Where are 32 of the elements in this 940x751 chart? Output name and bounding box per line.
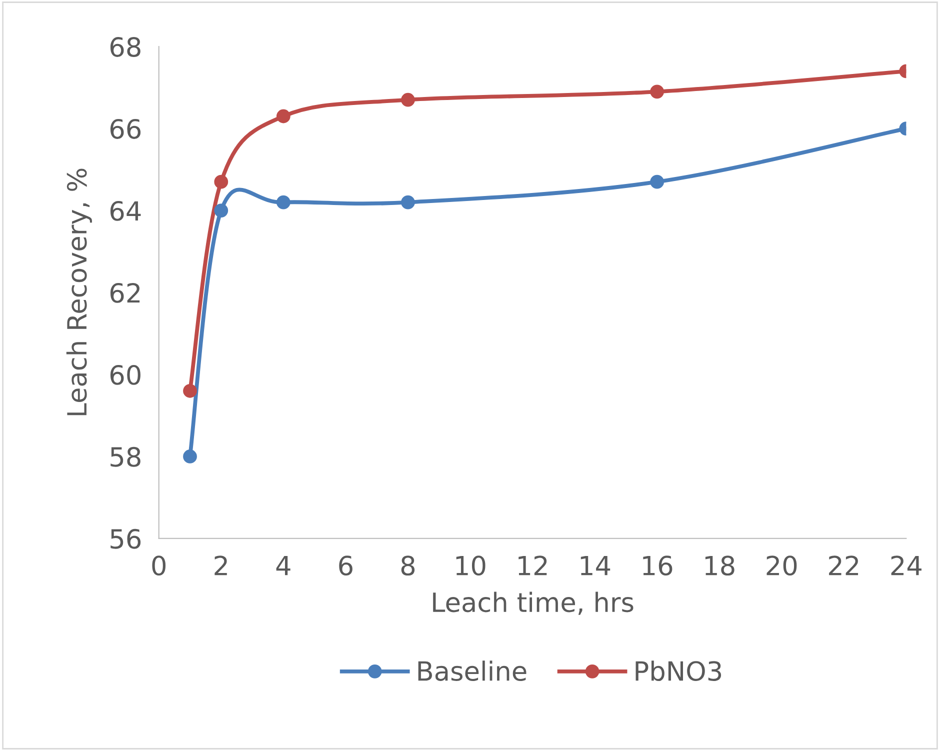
x-tick-label: 24 xyxy=(891,556,922,576)
point xyxy=(214,174,228,189)
x-tick-label: 22 xyxy=(829,556,858,576)
y-axis-title: Leach Recovery, % xyxy=(66,168,92,416)
y-tick-label: 68 xyxy=(110,37,140,57)
x-tick-label: 10 xyxy=(456,556,486,576)
x-tick-label: 20 xyxy=(766,556,797,576)
y-tick-label: 62 xyxy=(110,282,140,303)
y-tick-label: 60 xyxy=(110,364,140,385)
x-tick-label: 12 xyxy=(518,556,547,576)
x-tick-label: 18 xyxy=(705,556,734,576)
point xyxy=(401,92,415,107)
y-tick-label: 56 xyxy=(110,528,141,549)
x-tick-label: 8 xyxy=(401,556,415,576)
point xyxy=(401,195,415,210)
point xyxy=(214,204,228,218)
y-tick-label: 64 xyxy=(110,200,141,221)
x-tick-label: 14 xyxy=(580,556,610,576)
x-axis-title: Leach time, hrs xyxy=(433,592,634,615)
legend-label: PbNO3 xyxy=(636,660,722,682)
point xyxy=(276,109,290,124)
y-tick-label: 58 xyxy=(110,446,140,467)
x-tick-label: 2 xyxy=(214,556,227,576)
point xyxy=(276,195,290,210)
x-tick-label: 4 xyxy=(276,556,290,576)
legend-label: Baseline xyxy=(418,660,526,682)
point xyxy=(183,384,197,398)
x-tick-label: 0 xyxy=(152,556,166,576)
x-tick-label: 6 xyxy=(339,556,352,576)
y-tick-label: 66 xyxy=(110,118,141,139)
point xyxy=(183,450,197,464)
x-tick-label: 16 xyxy=(643,556,672,576)
